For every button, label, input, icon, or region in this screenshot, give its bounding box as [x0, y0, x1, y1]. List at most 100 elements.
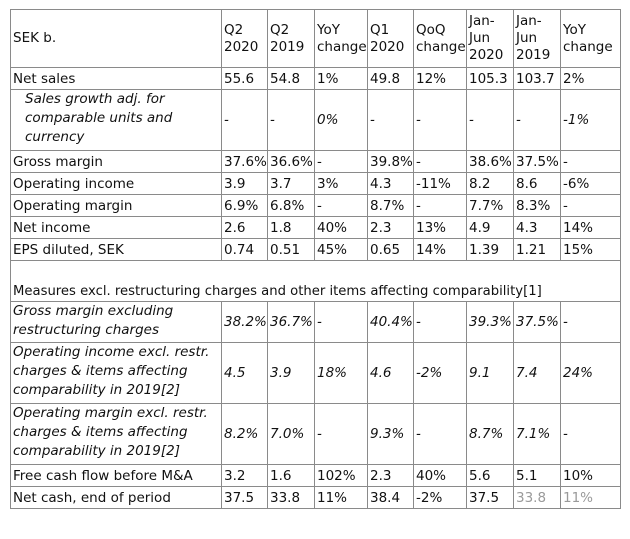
- cell: 24%: [560, 342, 621, 404]
- cell: 9.3%: [367, 403, 414, 465]
- cell: -2%: [413, 342, 467, 404]
- row-label: Gross margin: [10, 150, 222, 173]
- cell: 54.8: [267, 67, 315, 90]
- cell: 7.7%: [466, 194, 514, 217]
- cell: 8.2: [466, 172, 514, 195]
- cell: -: [413, 194, 467, 217]
- cell: 4.3: [513, 216, 561, 239]
- cell: 6.9%: [221, 194, 268, 217]
- row-label: EPS diluted, SEK: [10, 238, 222, 261]
- cell: -: [560, 194, 621, 217]
- cell: 49.8: [367, 67, 414, 90]
- cell: 37.5%: [513, 150, 561, 173]
- row-label: Net income: [10, 216, 222, 239]
- cell: 103.7: [513, 67, 561, 90]
- cell: 1.6: [267, 464, 315, 487]
- cell: 8.7%: [466, 403, 514, 465]
- cell: -: [513, 89, 561, 151]
- cell: -: [314, 403, 368, 465]
- cell: 0.65: [367, 238, 414, 261]
- table-row: Operating margin 6.9% 6.8% - 8.7% - 7.7%…: [10, 194, 621, 217]
- header-row: SEK b. Q2 2020 Q2 2019 YoY change Q1 202…: [10, 9, 621, 68]
- header-jan-jun-2020: Jan-Jun 2020: [466, 9, 514, 68]
- cell: 2.3: [367, 464, 414, 487]
- row-label: Net sales: [10, 67, 222, 90]
- cell: 37.5: [466, 486, 514, 509]
- row-label: Free cash flow before M&A: [10, 464, 222, 487]
- cell: 45%: [314, 238, 368, 261]
- cell: -: [314, 150, 368, 173]
- cell: -: [367, 89, 414, 151]
- cell: 14%: [413, 238, 467, 261]
- cell: 55.6: [221, 67, 268, 90]
- cell: 37.6%: [221, 150, 268, 173]
- cell: 1.21: [513, 238, 561, 261]
- cell: 39.8%: [367, 150, 414, 173]
- header-q1-2020: Q1 2020: [367, 9, 414, 68]
- header-q2-2019: Q2 2019: [267, 9, 315, 68]
- cell: 8.6: [513, 172, 561, 195]
- cell: 11%: [560, 486, 621, 509]
- cell: 40.4%: [367, 301, 414, 343]
- cell: 37.5: [221, 486, 268, 509]
- cell: 6.8%: [267, 194, 315, 217]
- cell: -: [314, 194, 368, 217]
- cell: 3.9: [267, 342, 315, 404]
- cell: 3.9: [221, 172, 268, 195]
- cell: 9.1: [466, 342, 514, 404]
- cell: -: [413, 150, 467, 173]
- table-row: Sales growth adj. for comparable units a…: [10, 89, 621, 151]
- financial-summary: SEK b. Q2 2020 Q2 2019 YoY change Q1 202…: [10, 9, 621, 509]
- cell: 8.3%: [513, 194, 561, 217]
- cell: 10%: [560, 464, 621, 487]
- row-label: Operating margin excl. restr. charges & …: [10, 403, 222, 465]
- cell: 40%: [314, 216, 368, 239]
- header-qoq-change: QoQ change: [413, 9, 467, 68]
- cell: 3.2: [221, 464, 268, 487]
- cell: 33.8: [267, 486, 315, 509]
- header-yoy-change: YoY change: [314, 9, 368, 68]
- cell: -: [560, 301, 621, 343]
- cell: 1.8: [267, 216, 315, 239]
- cell: 4.9: [466, 216, 514, 239]
- cell: 3.7: [267, 172, 315, 195]
- cell: 5.1: [513, 464, 561, 487]
- cell: 14%: [560, 216, 621, 239]
- table-row: Operating income 3.9 3.7 3% 4.3 -11% 8.2…: [10, 172, 621, 195]
- cell: 4.5: [221, 342, 268, 404]
- cell: 38.4: [367, 486, 414, 509]
- financial-table: SEK b. Q2 2020 Q2 2019 YoY change Q1 202…: [10, 9, 621, 509]
- cell: 11%: [314, 486, 368, 509]
- row-label: Operating income excl. restr. charges & …: [10, 342, 222, 404]
- cell: -2%: [413, 486, 467, 509]
- table-row: Operating income excl. restr. charges & …: [10, 342, 621, 404]
- cell: 2%: [560, 67, 621, 90]
- cell: 8.2%: [221, 403, 268, 465]
- cell: 0.74: [221, 238, 268, 261]
- cell: -: [413, 403, 467, 465]
- cell: -: [466, 89, 514, 151]
- cell: -11%: [413, 172, 467, 195]
- cell: 0.51: [267, 238, 315, 261]
- cell: 1%: [314, 67, 368, 90]
- section-title: Measures excl. restructuring charges and…: [10, 260, 621, 302]
- cell: 12%: [413, 67, 467, 90]
- cell: -: [314, 301, 368, 343]
- cell: 33.8: [513, 486, 561, 509]
- table-row: Net income 2.6 1.8 40% 2.3 13% 4.9 4.3 1…: [10, 216, 621, 239]
- cell: -6%: [560, 172, 621, 195]
- cell: -: [267, 89, 315, 151]
- section-header-row: Measures excl. restructuring charges and…: [10, 260, 621, 302]
- table-row: Net cash, end of period 37.5 33.8 11% 38…: [10, 486, 621, 509]
- table-row: Gross margin excluding restructuring cha…: [10, 301, 621, 343]
- header-yoy-change-ytd: YoY change: [560, 9, 621, 68]
- cell: -: [560, 150, 621, 173]
- cell: 4.6: [367, 342, 414, 404]
- table-row: Operating margin excl. restr. charges & …: [10, 403, 621, 465]
- cell: 38.2%: [221, 301, 268, 343]
- cell: 40%: [413, 464, 467, 487]
- cell: 105.3: [466, 67, 514, 90]
- cell: 102%: [314, 464, 368, 487]
- row-label: Operating margin: [10, 194, 222, 217]
- cell: 38.6%: [466, 150, 514, 173]
